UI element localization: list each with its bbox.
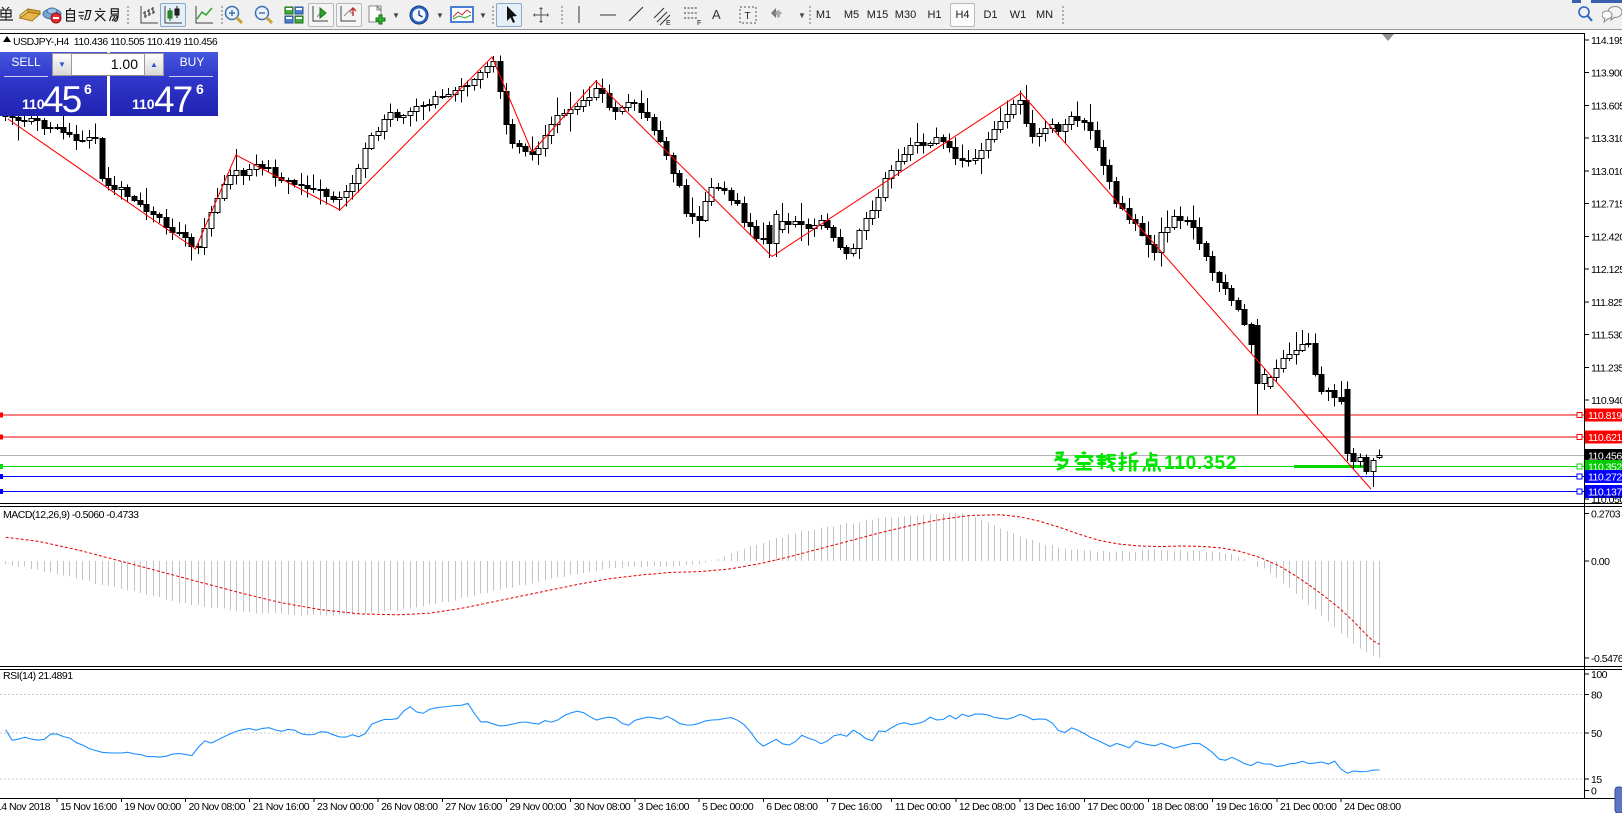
svg-text:T: T bbox=[745, 11, 751, 22]
svg-text:110.819: 110.819 bbox=[1588, 410, 1622, 422]
svg-text:24 Dec 08:00: 24 Dec 08:00 bbox=[1344, 801, 1401, 813]
svg-text:110.050: 110.050 bbox=[1591, 494, 1622, 506]
svg-text:19 Dec 16:00: 19 Dec 16:00 bbox=[1216, 801, 1273, 813]
svg-text:112.420: 112.420 bbox=[1591, 232, 1622, 244]
svg-text:5 Dec 00:00: 5 Dec 00:00 bbox=[702, 801, 754, 813]
svg-text:17 Dec 00:00: 17 Dec 00:00 bbox=[1087, 801, 1144, 813]
svg-text:113.605: 113.605 bbox=[1591, 101, 1622, 113]
svg-text:30 Nov 08:00: 30 Nov 08:00 bbox=[574, 801, 631, 813]
svg-text:12 Dec 08:00: 12 Dec 08:00 bbox=[959, 801, 1016, 813]
svg-text:111.530: 111.530 bbox=[1591, 330, 1622, 342]
svg-text:-0.5476: -0.5476 bbox=[1591, 653, 1622, 665]
svg-text:110.940: 110.940 bbox=[1591, 395, 1622, 407]
svg-text:111.235: 111.235 bbox=[1591, 362, 1622, 374]
svg-text:113.010: 113.010 bbox=[1591, 166, 1622, 178]
svg-text:27 Nov 16:00: 27 Nov 16:00 bbox=[445, 801, 502, 813]
svg-text:114.195: 114.195 bbox=[1591, 35, 1622, 47]
svg-text:112.715: 112.715 bbox=[1591, 199, 1622, 211]
svg-text:113.900: 113.900 bbox=[1591, 68, 1622, 80]
svg-text:23 Nov 00:00: 23 Nov 00:00 bbox=[317, 801, 374, 813]
svg-text:110.621: 110.621 bbox=[1588, 432, 1622, 444]
svg-text:11 Dec 00:00: 11 Dec 00:00 bbox=[895, 801, 951, 813]
svg-text:80: 80 bbox=[1591, 689, 1602, 701]
svg-text:110.272: 110.272 bbox=[1588, 471, 1622, 483]
svg-text:RSI(14) 21.4891: RSI(14) 21.4891 bbox=[3, 670, 73, 682]
svg-text:0: 0 bbox=[1591, 786, 1597, 798]
svg-text:18 Dec 08:00: 18 Dec 08:00 bbox=[1152, 801, 1209, 813]
svg-text:0.00: 0.00 bbox=[1591, 556, 1610, 568]
svg-text:15: 15 bbox=[1591, 774, 1602, 786]
svg-text:3 Dec 16:00: 3 Dec 16:00 bbox=[638, 801, 690, 813]
svg-text:14 Nov 2018: 14 Nov 2018 bbox=[0, 801, 51, 813]
svg-text:110.456: 110.456 bbox=[1588, 451, 1622, 463]
svg-text:113.310: 113.310 bbox=[1591, 133, 1622, 145]
svg-text:21 Nov 16:00: 21 Nov 16:00 bbox=[253, 801, 310, 813]
svg-text:MACD(12,26,9) -0.5060 -0.4733: MACD(12,26,9) -0.5060 -0.4733 bbox=[3, 509, 139, 521]
svg-text:13 Dec 16:00: 13 Dec 16:00 bbox=[1023, 801, 1080, 813]
svg-text:20 Nov 08:00: 20 Nov 08:00 bbox=[189, 801, 246, 813]
svg-text:111.825: 111.825 bbox=[1591, 297, 1622, 309]
svg-text:110.137: 110.137 bbox=[1588, 486, 1622, 498]
svg-text:6 Dec 08:00: 6 Dec 08:00 bbox=[766, 801, 818, 813]
svg-text:100: 100 bbox=[1591, 669, 1608, 681]
svg-text:50: 50 bbox=[1591, 728, 1602, 740]
svg-text:19 Nov 00:00: 19 Nov 00:00 bbox=[124, 801, 181, 813]
svg-text:E: E bbox=[666, 20, 671, 26]
svg-text:110.352: 110.352 bbox=[1164, 453, 1237, 474]
svg-text:112.125: 112.125 bbox=[1591, 264, 1622, 276]
svg-text:15 Nov 16:00: 15 Nov 16:00 bbox=[60, 801, 117, 813]
svg-text:29 Nov 00:00: 29 Nov 00:00 bbox=[510, 801, 567, 813]
svg-text:0.2703: 0.2703 bbox=[1591, 509, 1621, 521]
svg-text:F: F bbox=[697, 20, 701, 26]
svg-text:21 Dec 00:00: 21 Dec 00:00 bbox=[1280, 801, 1337, 813]
svg-text:26 Nov 08:00: 26 Nov 08:00 bbox=[381, 801, 438, 813]
svg-text:7 Dec 16:00: 7 Dec 16:00 bbox=[831, 801, 883, 813]
